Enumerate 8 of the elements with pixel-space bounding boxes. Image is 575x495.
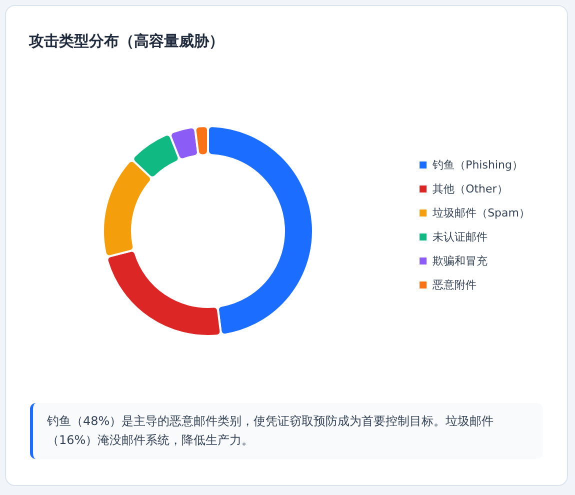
- legend-label: 未认证邮件: [432, 230, 488, 244]
- chart-title: 攻击类型分布（高容量威胁）: [29, 32, 224, 51]
- legend-label: 其他（Other）: [432, 182, 508, 196]
- legend-label: 恶意附件: [432, 278, 477, 292]
- legend-label: 欺骗和冒充: [432, 254, 488, 268]
- legend-label: 钓鱼（Phishing）: [432, 158, 523, 172]
- legend-label: 垃圾邮件（Spam）: [432, 206, 530, 220]
- text: 钓鱼（48%）是主导的恶意邮件类别，使凭证窃取预防成为首要控制目标。垃圾邮件（16%）淹没邮件系统，降低生产力。: [30, 403, 543, 459]
